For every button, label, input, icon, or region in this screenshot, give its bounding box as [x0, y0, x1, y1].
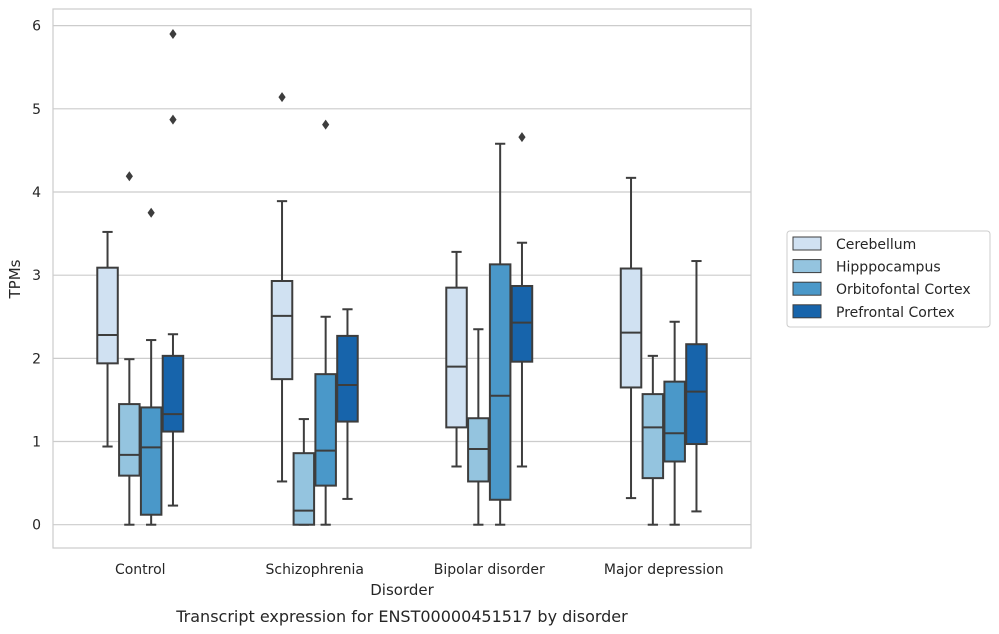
y-tick-label: 4	[32, 185, 41, 201]
box-body	[139, 406, 163, 516]
legend-label: Cerebellum	[836, 237, 916, 253]
box-body	[685, 343, 708, 446]
plot-frame	[52, 8, 752, 549]
outlier-point	[278, 92, 286, 103]
y-tick-label: 6	[32, 19, 41, 35]
outlier-point	[147, 207, 155, 218]
x-tick-label: Schizophrenia	[266, 562, 364, 578]
x-tick-labels: Control Schizophrenia Bipolar disorder Majo…	[115, 562, 724, 578]
x-axis-label: Disorder	[370, 581, 434, 599]
box-body	[118, 403, 141, 477]
box-body	[270, 279, 294, 381]
box-1-3	[336, 308, 359, 500]
y-tick-label: 1	[32, 435, 41, 451]
box-1-0	[270, 92, 294, 483]
box-0-2	[139, 207, 163, 526]
legend-label: Hipppocampus	[836, 260, 941, 276]
chart-caption: Transcript expression for ENST0000045151…	[175, 607, 628, 626]
box-2-1	[467, 328, 490, 526]
box-body	[619, 267, 643, 389]
outlier-point	[169, 114, 177, 125]
box-series	[96, 28, 708, 526]
y-tick-labels: 0 1 2 3 4 5 6	[32, 19, 41, 534]
box-body	[510, 284, 534, 363]
legend-label: Orbitofontal Cortex	[836, 282, 971, 298]
outlier-point	[125, 171, 133, 182]
x-tick-label: Control	[115, 562, 166, 578]
outlier-point	[518, 132, 526, 143]
box-body	[488, 263, 512, 501]
box-2-0	[445, 250, 468, 468]
box-1-1	[292, 418, 316, 526]
box-body	[314, 373, 337, 487]
y-axis-label: TPMs	[6, 259, 24, 299]
box-body	[663, 380, 686, 463]
box-1-2	[314, 119, 337, 526]
box-2-3	[510, 132, 534, 468]
box-3-3	[685, 260, 708, 513]
legend-swatch	[792, 281, 822, 296]
legend-swatch	[792, 304, 822, 319]
box-3-0	[619, 176, 643, 500]
x-tick-label: Major depression	[604, 562, 724, 578]
box-3-1	[641, 354, 665, 526]
box-body	[336, 334, 359, 423]
box-2-2	[488, 142, 512, 526]
box-0-0	[96, 230, 119, 448]
legend-label: Prefrontal Cortex	[836, 305, 955, 321]
y-tick-label: 2	[32, 351, 41, 367]
box-3-2	[663, 320, 686, 526]
y-tick-label: 0	[32, 518, 41, 534]
outlier-point	[169, 28, 177, 39]
box-body	[641, 393, 665, 480]
legend-frame	[786, 230, 991, 328]
box-body	[292, 452, 316, 526]
y-tick-label: 5	[32, 102, 41, 118]
box-0-1	[118, 171, 141, 526]
box-body	[445, 286, 468, 429]
outlier-point	[322, 119, 330, 130]
box-body	[96, 266, 119, 365]
box-body	[161, 354, 185, 433]
y-tick-label: 3	[32, 268, 41, 284]
legend-swatch	[792, 236, 822, 251]
x-tick-label: Bipolar disorder	[434, 562, 545, 578]
legend: Cerebellum Hipppocampus Orbitofontal Corte…	[786, 230, 991, 328]
box-0-3	[161, 28, 185, 507]
legend-swatch	[792, 259, 822, 274]
